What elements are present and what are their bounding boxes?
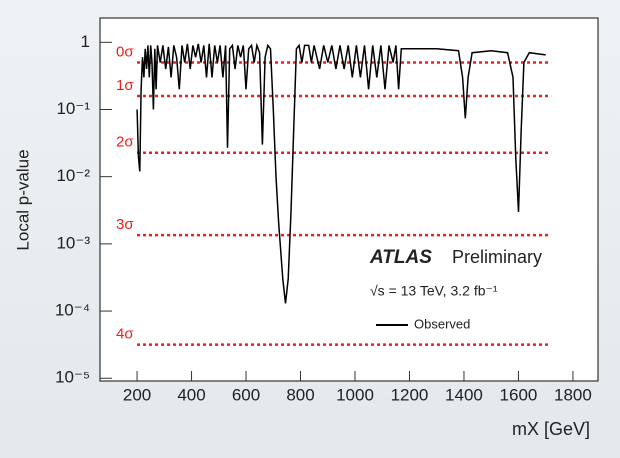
y-tick-label: 10⁻² xyxy=(56,166,90,185)
conditions-label: √s = 13 TeV, 3.2 fb⁻¹ xyxy=(370,283,498,299)
legend-label: Observed xyxy=(414,316,470,331)
status-label: Preliminary xyxy=(452,247,542,267)
x-tick-label: 1600 xyxy=(500,385,538,404)
y-tick-label: 10⁻⁵ xyxy=(55,368,90,387)
x-tick-label: 600 xyxy=(232,385,260,404)
y-axis-label: Local p-value xyxy=(13,149,32,250)
y-tick-label: 10⁻¹ xyxy=(56,99,90,118)
sigma-label: 3σ xyxy=(116,216,134,233)
x-tick-label: 800 xyxy=(286,385,314,404)
y-tick-label: 10⁻³ xyxy=(56,233,90,252)
x-axis-label: mX [GeV] xyxy=(512,419,590,439)
y-tick-label: 1 xyxy=(81,32,90,51)
sigma-label: 0σ xyxy=(116,43,134,60)
plot-frame xyxy=(99,17,599,382)
sigma-label: 2σ xyxy=(116,134,134,151)
data-line xyxy=(136,42,546,304)
sigma-label: 4σ xyxy=(116,326,134,343)
sigma-label: 1σ xyxy=(116,77,134,94)
x-tick-label: 1000 xyxy=(336,385,374,404)
x-tick-label: 1800 xyxy=(554,385,592,404)
y-tick-label: 10⁻⁴ xyxy=(55,301,90,320)
experiment-label: ATLAS xyxy=(369,247,432,268)
x-tick-label: 1400 xyxy=(445,385,483,404)
x-tick-label: 400 xyxy=(177,385,205,404)
x-tick-label: 1200 xyxy=(391,385,429,404)
x-tick-label: 200 xyxy=(123,385,151,404)
